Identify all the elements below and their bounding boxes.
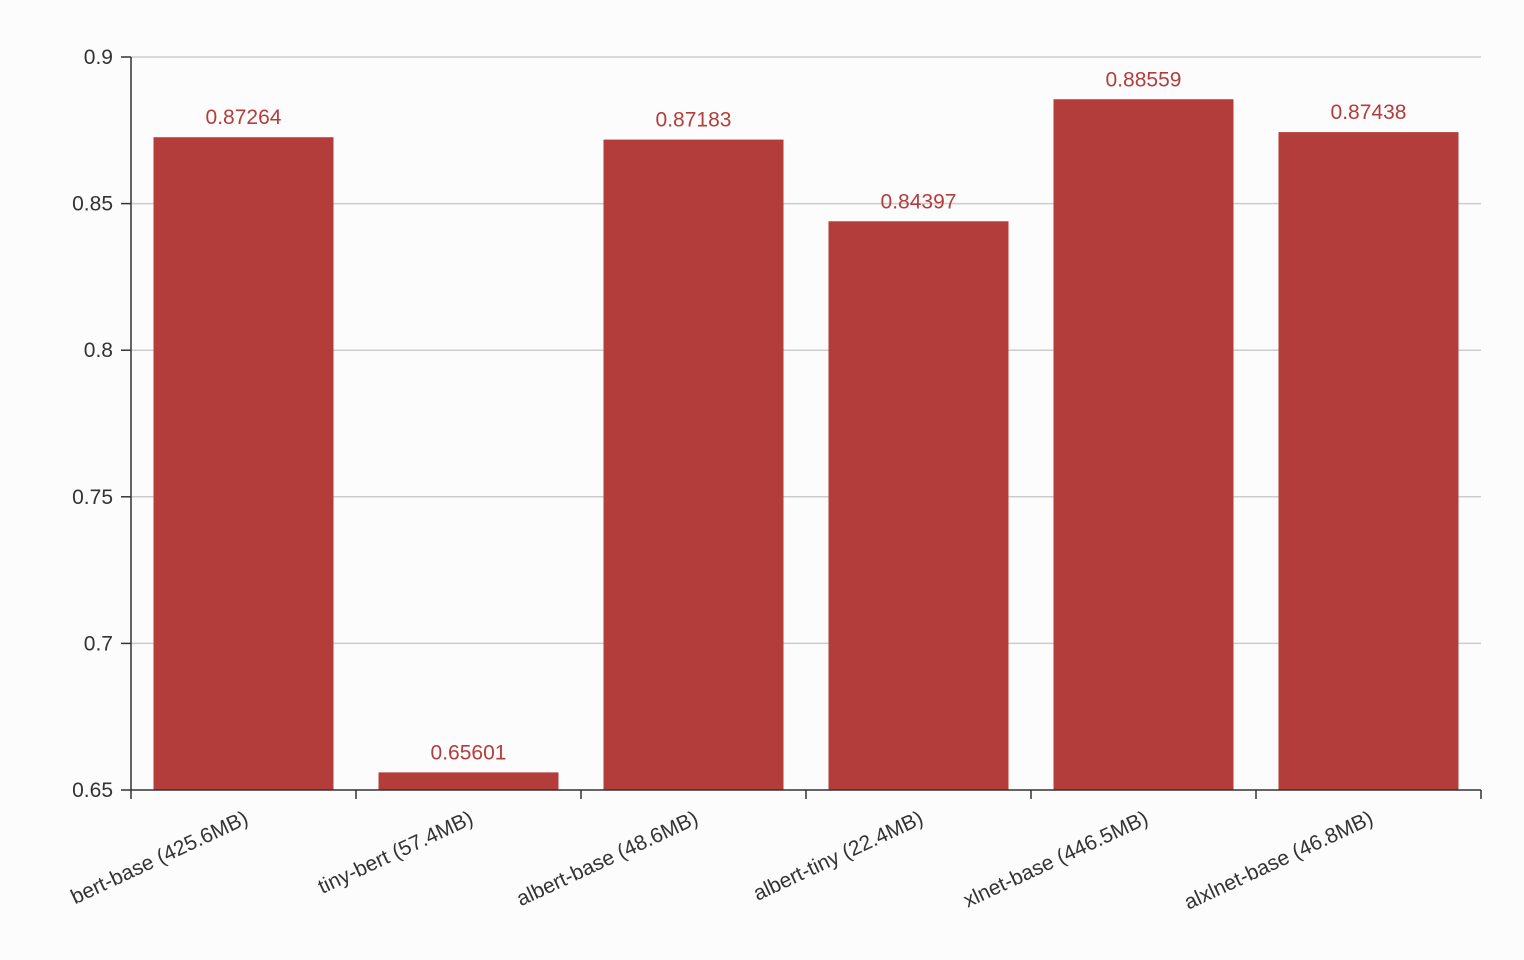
x-category-label: xlnet-base (446.5MB) — [960, 807, 1152, 913]
x-category-label: bert-base (425.6MB) — [67, 807, 251, 909]
y-axis-ticks: 0.65 0.7 0.75 0.8 0.85 0.9 — [72, 46, 131, 802]
y-tick-label: 0.65 — [72, 779, 113, 802]
y-tick-label: 0.75 — [72, 486, 113, 509]
y-tick-label: 0.7 — [84, 632, 113, 655]
bars — [153, 99, 1459, 791]
x-category-label: tiny-bert (57.4MB) — [315, 807, 477, 899]
y-tick-label: 0.8 — [84, 339, 113, 362]
data-label: 0.87183 — [656, 109, 732, 132]
x-category-label: alxlnet-base (46.8MB) — [1181, 807, 1377, 915]
y-tick-label: 0.9 — [84, 46, 113, 69]
data-label: 0.65601 — [431, 741, 507, 764]
data-label: 0.84397 — [881, 190, 957, 213]
bar — [378, 772, 559, 790]
bar — [1278, 132, 1459, 790]
bar — [153, 137, 334, 791]
x-axis-ticks: bert-base (425.6MB) tiny-bert (57.4MB) alb… — [67, 790, 1482, 915]
data-label: 0.87264 — [206, 106, 282, 129]
bar — [1053, 99, 1234, 790]
y-tick-label: 0.85 — [72, 193, 113, 216]
x-category-label: albert-tiny (22.4MB) — [750, 807, 927, 906]
data-label: 0.87438 — [1331, 101, 1407, 124]
bar — [603, 139, 784, 791]
data-labels: 0.87264 0.65601 0.87183 0.84397 0.88559 0.874… — [206, 68, 1407, 764]
bar — [828, 221, 1009, 790]
data-label: 0.88559 — [1106, 68, 1182, 91]
grid-lines — [131, 56, 1481, 645]
x-category-label: albert-base (48.6MB) — [513, 807, 702, 911]
